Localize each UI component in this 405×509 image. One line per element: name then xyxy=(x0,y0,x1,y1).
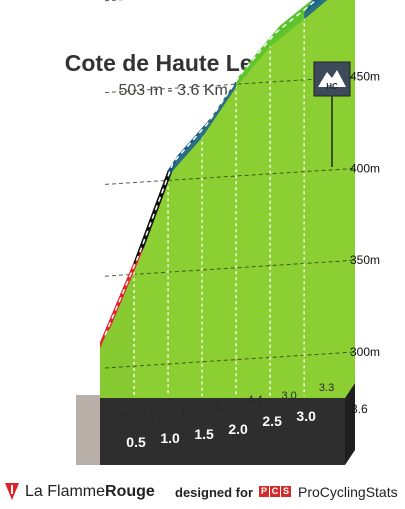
x-tick-label: 2.5 xyxy=(262,413,282,429)
profile-segment-edge xyxy=(100,262,135,349)
x-tick-label: 2.0 xyxy=(228,421,248,437)
profile-segment-edge xyxy=(202,81,237,138)
segment-gradient-label: 5.5 xyxy=(213,400,228,412)
profile-baseline-side xyxy=(345,383,355,465)
profile-segment-band xyxy=(303,0,321,14)
profile-area-fill xyxy=(100,0,355,398)
pcs-logo-letter-c: C xyxy=(270,486,280,497)
x-tick-label: 1.5 xyxy=(194,426,214,442)
profile-first-segment-shade xyxy=(100,262,135,398)
x-tick-label: 0.5 xyxy=(126,434,146,450)
elevation-profile-chart: 300m350m400m450m500m8.810.04.25.54.43.03… xyxy=(76,0,380,465)
y-tick-label: 400m xyxy=(350,161,380,175)
pcs-logo-letter-p: P xyxy=(259,486,269,497)
procyclingstats-label: ProCyclingStats xyxy=(298,484,398,500)
y-tick-label: 450m xyxy=(350,70,380,84)
y-tick-label: 300m xyxy=(350,345,380,359)
segment-gradient-label: 3.3 xyxy=(319,382,334,394)
pcs-logo-letter-s: S xyxy=(281,486,291,497)
brand-name-part1: La Flamme xyxy=(25,483,106,500)
profile-baseline-front xyxy=(100,398,345,465)
profile-segment-edge xyxy=(304,0,328,20)
pcs-logo: P C S xyxy=(259,486,292,497)
hc-category-badge: HC xyxy=(313,61,351,167)
x-tick-label: 3.0 xyxy=(296,408,316,424)
segment-gradient-label: 8.8 xyxy=(111,413,126,425)
segment-gradient-label: 4.4 xyxy=(247,394,262,406)
x-end-label: 3.6 xyxy=(351,402,368,416)
footer: La FlammeRouge designed for P C S ProCyc… xyxy=(0,474,405,509)
y-tick-label: 350m xyxy=(350,253,380,267)
profile-center-line xyxy=(104,0,318,336)
x-tick-label: 1.0 xyxy=(160,430,180,446)
segment-gradient-label: 4.2 xyxy=(179,407,194,419)
segment-gradient-label: 10.0 xyxy=(142,413,163,425)
brand-name-part2: Rouge xyxy=(105,483,155,500)
hc-badge-label: HC xyxy=(326,82,338,91)
laflammerouge-logo: La FlammeRouge xyxy=(5,483,155,501)
profile-segment-edge xyxy=(236,40,271,88)
profile-segment-edge xyxy=(270,13,305,47)
profile-left-wall xyxy=(76,395,100,465)
profile-segment-edge xyxy=(168,131,203,177)
segment-gradient-label: 3.0 xyxy=(282,390,297,402)
designed-for-label: designed for xyxy=(175,485,254,500)
flamme-rouge-icon xyxy=(5,483,19,500)
